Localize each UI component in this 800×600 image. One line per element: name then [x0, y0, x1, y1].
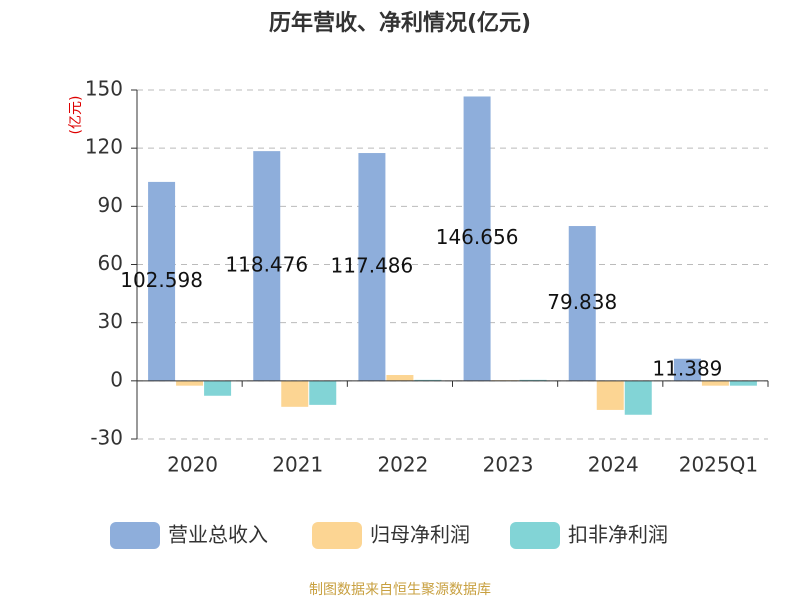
data-label: 117.486 [331, 253, 414, 277]
bar [463, 96, 491, 381]
x-tick-label: 2021 [272, 453, 323, 477]
y-axis-label: (亿元) [68, 96, 84, 135]
legend-label: 扣非净利润 [568, 523, 668, 547]
bar [148, 181, 176, 381]
x-tick-label: 2020 [167, 453, 218, 477]
y-tick-label: 150 [85, 77, 123, 101]
y-tick-label: 60 [98, 251, 123, 275]
data-label: 11.389 [652, 356, 722, 380]
legend-swatch [510, 522, 560, 549]
bar [358, 153, 386, 381]
data-label: 118.476 [225, 252, 308, 276]
y-tick-label: 0 [110, 367, 123, 391]
legend-swatch [312, 522, 362, 549]
legend-label: 营业总收入 [168, 523, 268, 547]
bar [729, 380, 757, 386]
data-label: 146.656 [436, 225, 519, 249]
bar [568, 226, 596, 381]
x-tick-label: 2023 [483, 453, 534, 477]
source-note: 制图数据来自恒生聚源数据库 [309, 582, 491, 598]
bar [309, 380, 337, 405]
bar [253, 151, 281, 381]
x-tick-label: 2025Q1 [679, 453, 758, 477]
bar [673, 358, 701, 381]
y-tick-label: 90 [98, 193, 123, 217]
y-tick-label: 120 [85, 135, 123, 159]
legend-label: 归母净利润 [370, 523, 470, 547]
bar [701, 380, 729, 386]
y-tick-label: 30 [98, 309, 123, 333]
bar [624, 380, 652, 415]
x-tick-label: 2022 [377, 453, 428, 477]
bar [386, 375, 414, 381]
chart-title: 历年营收、净利情况(亿元) [269, 10, 531, 36]
data-label: 102.598 [120, 268, 203, 292]
bar [596, 380, 624, 410]
bar [281, 380, 309, 407]
bar [204, 380, 232, 396]
legend-swatch [110, 522, 160, 549]
x-tick-label: 2024 [588, 453, 639, 477]
bar [176, 380, 204, 386]
y-tick-label: -30 [90, 426, 123, 450]
data-label: 79.838 [547, 290, 617, 314]
